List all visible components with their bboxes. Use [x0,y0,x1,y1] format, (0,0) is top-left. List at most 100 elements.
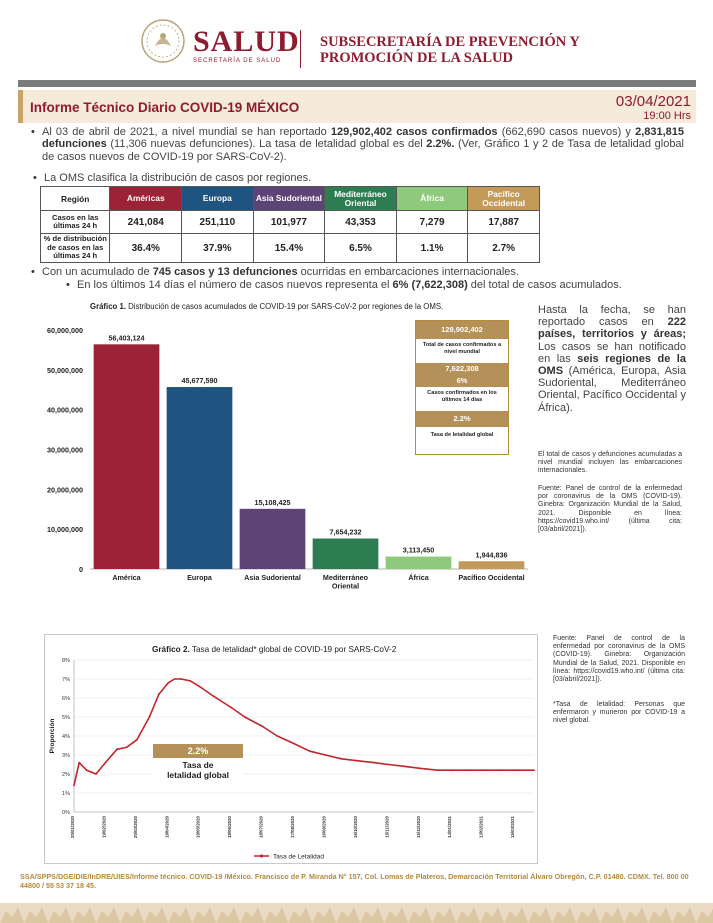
y-tick-label: 8% [62,658,70,664]
table-cell: 101,977 [252,210,326,234]
oms-region-table: Región Américas Europa Asia Sudoriental … [39,186,540,263]
table-cell: 43,353 [324,210,397,234]
chart1-title: Gráfico 1. Distribución de casos acumula… [90,302,443,311]
series-point [148,716,151,718]
series-point [340,757,343,760]
y-tick-label: 2% [62,772,70,778]
bold-ships: 745 casos y 13 defunciones [152,266,298,278]
box-14days-label: Casos confirmados en los últimos 14 días [427,390,497,403]
x-tick-label: Pacífico Occidental [458,573,524,582]
x-tick-label: 15/12/2020 [416,815,421,838]
bar [312,538,379,569]
y-tick-label: 50,000,000 [47,366,83,375]
series-point [73,784,75,787]
text: Al 03 de abril de 2021, a nivel mundial … [42,126,331,138]
series-point [157,693,160,696]
y-tick-label: 4% [62,734,70,740]
series-point [212,695,215,697]
table-cell: 6.5% [324,233,397,263]
legend-marker [259,854,264,858]
bar-value-label: 7,654,232 [330,528,362,537]
text: Hasta la fecha, se han reportado casos e… [538,304,686,329]
chart2-line-chart: 0% 1% 2% 3% 4% 5% 6% 7% 8% Proporción 20/01/2020 19… [49,658,535,861]
series-point [308,750,311,753]
table-region-header: Américas [109,186,183,211]
bold-deaths: 2,831,815 defunciones [42,126,685,151]
text: (662,690 casos nuevos) y [497,126,636,138]
text: Los casos se han notificado en las [538,340,686,365]
series-point [189,680,192,682]
x-tick-label: Mediterráneo [323,573,369,582]
y-tick-label: 30,000,000 [47,446,83,455]
series-point [125,746,128,749]
subsecretaria-title: SUBSECRETARÍA DE PREVENCIÓN Y PROMOCIÓN … [320,34,580,66]
x-tick-label: Oriental [332,582,359,591]
report-time: 19:00 Hrs [643,110,691,122]
series-point [436,769,439,772]
series-point [469,769,471,772]
report-title-band [18,90,696,123]
series-point [498,769,501,772]
series-point [356,759,358,762]
header-grey-bar [18,80,696,87]
bold-regions: seis regiones de la OMS [538,352,686,378]
bar-value-label: 1,944,836 [476,550,508,559]
x-tick-label: 19/04/2020 [164,815,169,838]
table-cell: 36.4% [109,233,183,263]
box-total-label: Total de casos confirmados a nivel mundi… [422,342,502,355]
series-point [533,769,535,772]
bar-value-label: 3,113,450 [403,546,435,555]
bold-rate: 2.2%. [426,138,455,151]
y-tick-label: 6% [62,696,70,702]
bar [385,556,452,569]
table-region-header: África [395,186,469,211]
series-point [513,769,515,772]
series-line [73,678,534,786]
series-point [179,678,182,680]
text: En los últimos 14 días el número de caso… [77,279,393,291]
series-point [198,685,201,688]
series-point [173,678,176,680]
bar [93,344,160,569]
box-rate-label: Tasa de letalidad global [430,432,494,438]
table-region-header: Mediterráneo Oriental [324,186,397,211]
table-cell: 7,279 [395,210,469,234]
bold-14days: 6% (7,622,308) [392,279,468,291]
text: (América, Europa, Asia Sudoriental, Medi… [538,365,686,414]
x-tick-label: 20/03/2020 [133,815,138,838]
bar-value-label: 15,108,425 [255,498,291,507]
box-total-value: 129,902,402 [416,321,508,339]
report-date: 03/04/2021 [615,93,691,110]
chart2-rate-box: 2.2% Tasa de letalidad global [153,744,243,782]
x-tick-label: 16/09/2020 [321,815,326,838]
table-cell: 15.4% [252,233,326,263]
eagle-seal-icon [141,19,185,63]
table-cell: 241,084 [109,210,183,234]
side2-note-rate-definition: *Tasa de letalidad: Personas que enferma… [553,701,685,725]
y-tick-label: 1% [62,791,70,797]
report-title: Informe Técnico Diario COVID-19 MÉXICO [30,100,300,115]
y-tick-label: 10,000,000 [47,525,83,534]
government-seal-logo [140,18,290,70]
header-divider [300,30,301,68]
series-point [261,725,264,728]
bar-value-label: 45,677,590 [182,376,218,385]
series-point [135,738,138,741]
salud-logo-subtitle: SECRETARÍA DE SALUD [193,58,282,64]
chart2-rate-value: 2.2% [153,744,243,758]
series-point [481,769,484,772]
series-point [230,706,233,709]
side-note-ships: El total de casos y defunciones acumulad… [538,451,682,475]
table-region-header: Asia Sudoriental [252,186,326,211]
series-point [324,754,327,756]
series-point [418,767,421,770]
chart1-title-bold: Gráfico 1. [90,302,126,311]
bold-territories: 222 países, territorios y áreas; [538,316,686,341]
footer-decorative-pattern [0,903,713,923]
series-point [85,769,88,772]
x-tick-label: Europa [187,573,213,582]
salud-logo-word: SALUD [193,25,300,58]
x-tick-label: 20/01/2020 [70,815,75,838]
y-tick-label: 0 [79,565,83,574]
y-tick-label: 5% [62,715,70,721]
